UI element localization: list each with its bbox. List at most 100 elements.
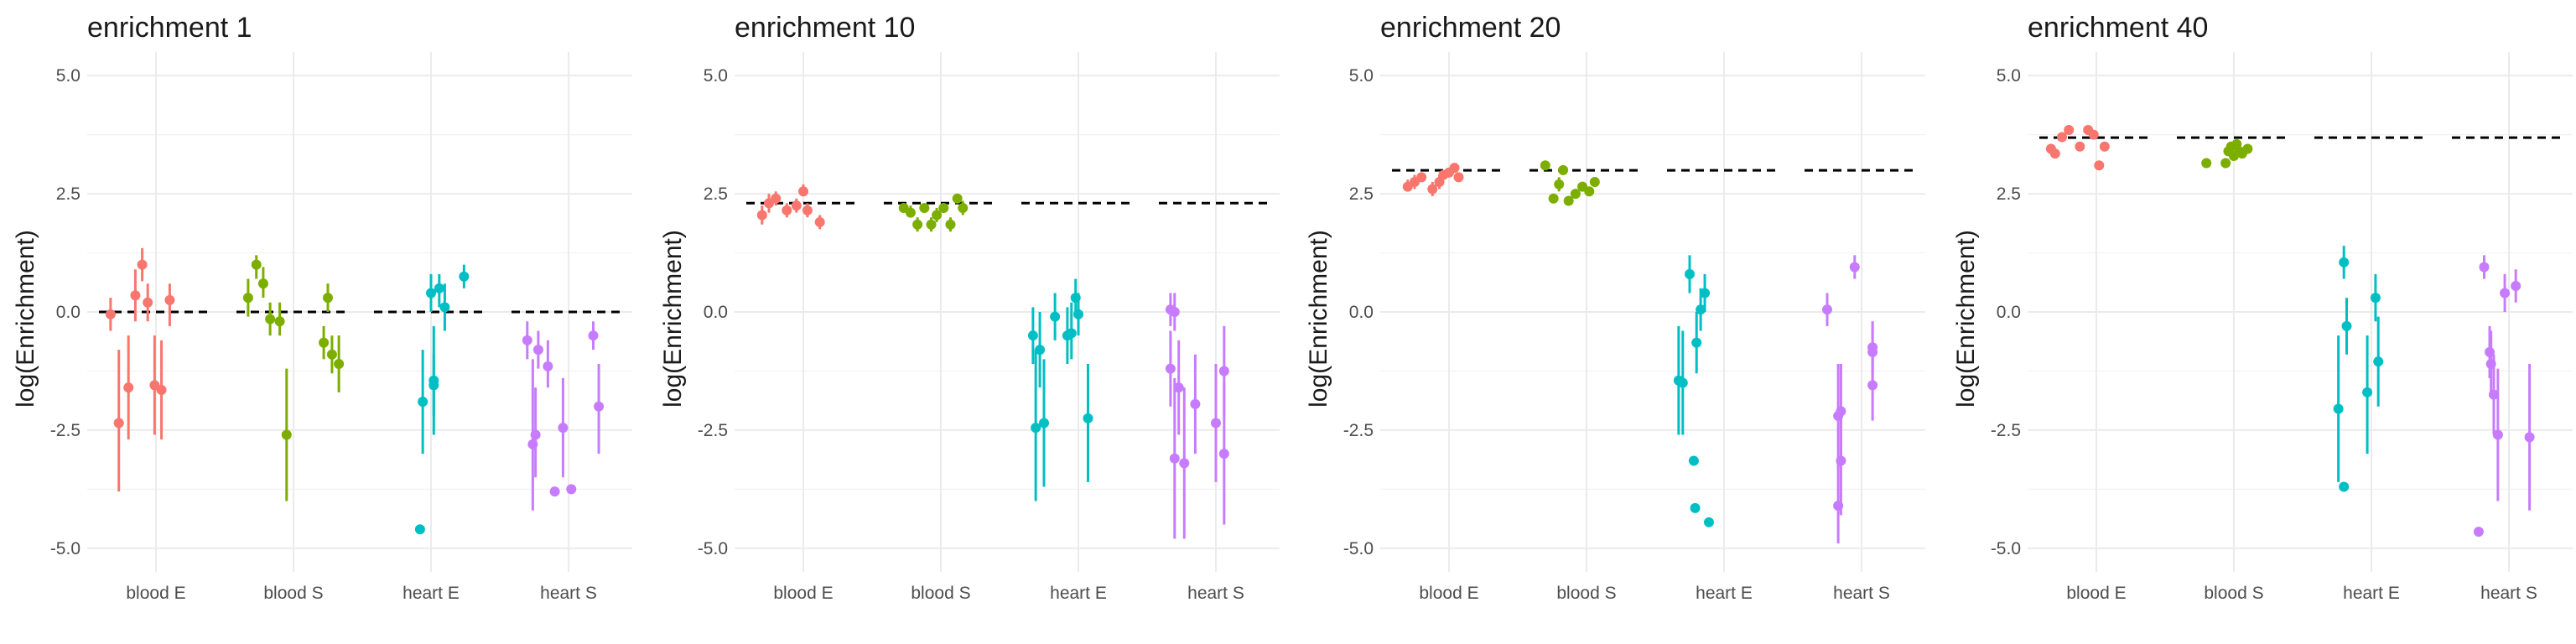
data-point xyxy=(130,290,141,301)
axis-ticks: -5.0 -2.5 0.0 2.5 5.0 blood E blood S heart E he… xyxy=(698,66,1244,603)
data-point xyxy=(1867,342,1878,353)
axis-ticks: -5.0 -2.5 0.0 2.5 5.0 blood E blood S heart E he… xyxy=(1991,66,2537,603)
data-point xyxy=(1691,337,1702,348)
group-heart-s xyxy=(2473,255,2535,538)
panel-enrichment-1: enrichment 1 log(Enrichment) -5.0 -2.5 0.0… xyxy=(12,12,632,603)
y-tick-label: -2.5 xyxy=(1343,421,1374,440)
data-points xyxy=(105,247,605,535)
panel-title: enrichment 1 xyxy=(87,12,252,44)
y-tick-label: -5.0 xyxy=(1991,539,2021,558)
panel-enrichment-40: enrichment 40 log(Enrichment) -5.0 -2.5 0.… xyxy=(1952,12,2573,603)
x-tick-label: blood E xyxy=(1419,584,1478,603)
data-point xyxy=(1685,268,1695,279)
y-tick-label: 5.0 xyxy=(56,66,80,86)
data-point xyxy=(1031,423,1041,434)
data-point xyxy=(1449,163,1460,174)
data-point xyxy=(522,335,532,345)
x-tick-label: heart S xyxy=(2480,584,2537,603)
data-point xyxy=(814,216,825,227)
data-point xyxy=(2099,141,2110,152)
panel-enrichment-20: enrichment 20 log(Enrichment) -5.0 -2.5 0.… xyxy=(1305,12,1925,603)
data-point xyxy=(105,309,116,319)
data-point xyxy=(2201,158,2212,169)
group-blood-e xyxy=(2045,125,2110,171)
data-point xyxy=(2373,356,2384,367)
data-point xyxy=(2524,432,2535,443)
data-point xyxy=(1050,311,1061,322)
data-point xyxy=(1700,288,1711,299)
data-point xyxy=(123,382,134,393)
axis-ticks: -5.0 -2.5 0.0 2.5 5.0 blood E blood S heart E he… xyxy=(50,66,597,603)
data-point xyxy=(2511,281,2521,291)
data-point xyxy=(2362,387,2373,397)
data-point xyxy=(2220,158,2231,169)
data-point xyxy=(2341,320,2352,331)
data-point xyxy=(2488,389,2499,400)
gridlines xyxy=(735,52,1280,572)
data-point xyxy=(319,337,330,348)
y-tick-label: 5.0 xyxy=(1997,66,2021,86)
data-point xyxy=(756,210,767,221)
y-axis-label: log(Enrichment) xyxy=(659,230,687,408)
group-heart-e xyxy=(2333,246,2384,492)
x-tick-label: heart E xyxy=(1696,584,1753,603)
y-tick-label: 5.0 xyxy=(1349,66,1374,86)
data-point xyxy=(1169,453,1180,464)
data-point xyxy=(334,359,345,369)
group-blood-e xyxy=(756,184,825,230)
data-point xyxy=(1035,345,1046,356)
data-point xyxy=(2064,125,2075,135)
group-heart-s xyxy=(1822,255,1878,544)
group-heart-s xyxy=(1165,293,1229,539)
data-point xyxy=(1696,304,1706,315)
data-point xyxy=(2339,257,2350,267)
data-point xyxy=(919,203,930,213)
x-tick-label: heart S xyxy=(540,584,597,603)
data-point xyxy=(2370,293,2381,304)
data-points xyxy=(756,184,1229,539)
x-tick-label: blood S xyxy=(263,584,323,603)
data-point xyxy=(932,210,943,221)
data-point xyxy=(251,259,262,270)
data-points xyxy=(1402,160,1878,544)
panel-title: enrichment 10 xyxy=(735,12,915,44)
data-point xyxy=(549,486,560,497)
data-point xyxy=(2088,129,2099,140)
data-point xyxy=(2492,429,2503,440)
data-point xyxy=(566,484,577,495)
data-point xyxy=(1190,398,1201,409)
data-point xyxy=(1165,363,1176,374)
data-point xyxy=(439,302,450,313)
x-tick-label: blood E xyxy=(2066,584,2126,603)
data-point xyxy=(257,278,268,289)
data-point xyxy=(532,345,543,356)
data-point xyxy=(1558,164,1569,175)
data-point xyxy=(912,219,923,230)
y-tick-label: 2.5 xyxy=(704,184,728,204)
group-heart-e xyxy=(1673,255,1714,527)
group-blood-s xyxy=(1540,160,1600,206)
data-point xyxy=(2339,481,2350,492)
gridlines xyxy=(1380,52,1925,572)
group-blood-e xyxy=(105,247,175,492)
data-point xyxy=(2473,527,2484,538)
data-point xyxy=(143,297,153,308)
group-blood-s xyxy=(242,255,345,501)
x-tick-label: blood E xyxy=(773,584,833,603)
x-tick-label: heart S xyxy=(1833,584,1890,603)
data-point xyxy=(1218,366,1229,377)
data-point xyxy=(1554,179,1565,190)
data-point xyxy=(1073,309,1083,319)
group-blood-e xyxy=(1402,163,1464,196)
panel-title: enrichment 40 xyxy=(2028,12,2208,44)
data-point xyxy=(434,283,444,293)
group-blood-s xyxy=(2201,138,2253,169)
data-point xyxy=(1688,455,1699,466)
group-heart-s xyxy=(522,321,605,511)
y-tick-label: 0.0 xyxy=(1997,303,2021,322)
data-point xyxy=(945,219,956,230)
group-heart-e xyxy=(1027,278,1093,501)
data-point xyxy=(2500,288,2511,299)
data-point xyxy=(428,375,439,386)
data-point xyxy=(588,330,599,341)
